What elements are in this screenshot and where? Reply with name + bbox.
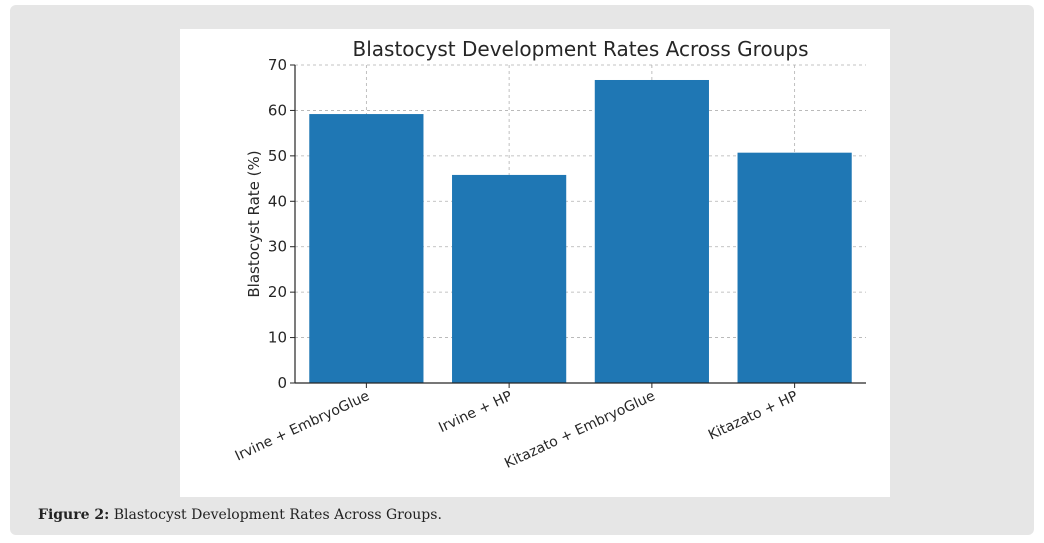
caption-text: Blastocyst Development Rates Across Grou… bbox=[109, 507, 442, 523]
bar bbox=[594, 79, 709, 383]
y-axis-label: Blastocyst Rate (%) bbox=[245, 150, 263, 297]
y-tick-label: 0 bbox=[277, 374, 287, 392]
bar bbox=[737, 152, 852, 383]
figure-caption: Figure 2: Blastocyst Development Rates A… bbox=[38, 507, 442, 523]
y-tick-label: 70 bbox=[268, 56, 287, 74]
y-tick-label: 40 bbox=[268, 192, 287, 210]
axes bbox=[290, 64, 866, 388]
x-tick-label: Irvine + HP bbox=[436, 388, 515, 436]
bar bbox=[309, 114, 424, 383]
x-tick-label: Kitazato + EmbryoGlue bbox=[502, 388, 657, 472]
y-tick-label: 20 bbox=[268, 283, 287, 301]
caption-label: Figure 2: bbox=[38, 507, 110, 523]
x-tick-label: Kitazato + HP bbox=[706, 388, 800, 443]
chart-title: Blastocyst Development Rates Across Grou… bbox=[353, 37, 809, 61]
figure-container: 0 10 20 30 40 50 60 70 Irvine + EmbryoGlue Irvine… bbox=[10, 5, 1034, 535]
y-tick-label: 10 bbox=[268, 329, 287, 347]
y-tick-label: 60 bbox=[268, 101, 287, 119]
bar bbox=[452, 174, 567, 383]
x-tick-label: Irvine + EmbryoGlue bbox=[233, 388, 372, 464]
chart-area: 0 10 20 30 40 50 60 70 Irvine + EmbryoGlue Irvine… bbox=[180, 29, 890, 497]
bar-chart: 0 10 20 30 40 50 60 70 Irvine + EmbryoGlue Irvine… bbox=[233, 37, 866, 472]
y-tick-label: 50 bbox=[268, 147, 287, 165]
y-tick-label: 30 bbox=[268, 238, 287, 256]
bars bbox=[309, 79, 852, 383]
